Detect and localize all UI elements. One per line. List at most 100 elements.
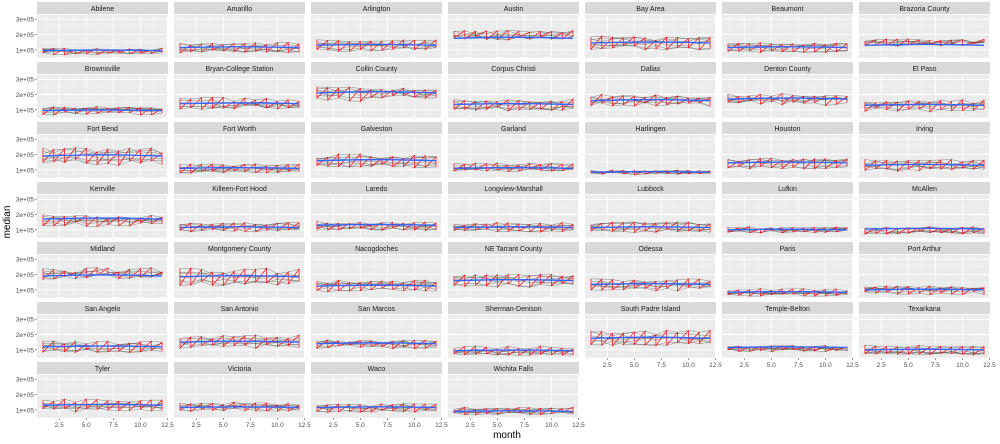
year-series-line [864,289,985,294]
month-path-line [316,86,437,103]
facet-strip [174,302,305,314]
facet-panel: Beaumont [722,2,853,58]
year-series-line [864,350,985,355]
y-tick-label: 2e+05 [16,152,35,159]
trend-line [42,49,163,52]
panel-background [311,15,442,58]
year-series-line [453,345,574,350]
y-tick-label: 2e+05 [16,332,35,339]
year-series-line [727,48,848,53]
year-series-line [42,340,163,346]
trend-line [453,36,574,40]
year-series-line [316,344,437,349]
trend-line [316,43,437,46]
year-series-line [864,160,985,165]
facet-strip [859,2,990,14]
year-series-line [316,408,437,413]
facet-strip [174,242,305,254]
year-series-line [316,220,437,226]
year-series-line [590,340,711,346]
year-series-line [42,218,163,223]
year-series-line [42,220,163,227]
year-series-line [453,162,574,167]
trend-line [590,282,711,286]
facet-strip [37,242,168,254]
year-series-line [42,159,163,166]
x-tick-label: 5.0 [904,362,913,369]
facet-strip [722,122,853,134]
trend-line [453,278,574,282]
trend-line [727,346,848,349]
year-series-line [590,229,711,233]
facet-panel: Arlington [311,2,442,58]
facet-title: Sherman-Denison [485,306,542,313]
facet-strip [585,182,716,194]
year-series-line [316,91,437,99]
facet-panel: Abilene 1e+05 2e+05 3e+05 [16,2,168,58]
year-series-line [864,291,985,296]
facet-panel: Kerrville 1e+05 2e+05 3e+05 [16,182,168,238]
year-series-line [316,343,437,349]
x-tick-label: 7.5 [246,422,255,429]
month-path-line [727,92,848,107]
facet-title: NE Tarrant County [485,246,543,253]
trend-line [179,406,300,409]
panel-background [174,375,305,418]
trend-line [453,410,574,413]
month-path-line [179,401,300,413]
x-tick-label: 5.0 [493,422,502,429]
facet-panel: Denton County [722,62,853,118]
facet-panel: Amarillo [174,2,305,58]
year-series-line [453,350,574,354]
year-series-line [453,106,574,111]
facet-title: Midland [90,246,115,253]
x-tick-label: 10.0 [134,422,147,429]
year-series-line [727,226,848,230]
facet-panel: Austin [448,2,579,58]
trend-line [42,403,163,406]
y-tick-label: 3e+05 [16,17,35,24]
facet-strip [311,302,442,314]
year-series-line [590,37,711,42]
trend-line [42,217,163,220]
year-series-line [727,347,848,352]
month-path-line [727,42,848,54]
month-path-line [316,153,437,169]
facet-title: Lufkin [778,186,797,193]
y-tick-label: 1e+05 [16,407,35,414]
facet-strip [448,2,579,14]
x-tick-label: 2.5 [877,362,886,369]
facet-title: Wichita Falls [494,366,534,373]
year-series-line [590,339,711,346]
trend-line [864,288,985,291]
x-tick-label: 7.5 [931,362,940,369]
trend-line [179,102,300,105]
year-series-line [316,286,437,291]
x-tick-label: 12.5 [709,362,722,369]
trend-line [590,226,711,229]
facet-strip [585,2,716,14]
facet-strip [585,302,716,314]
year-series-line [42,398,163,403]
trend-line [316,284,437,287]
x-tick-label: 12.5 [846,362,859,369]
facet-panel: Temple-Belton 2.5 5.0 7.5 10.0 12.5 [722,302,859,369]
facet-strip [448,62,579,74]
year-series-line [453,274,574,279]
year-series-line [42,157,163,164]
year-series-line [179,407,300,412]
year-series-line [864,351,985,355]
month-path-line [316,339,437,350]
month-path-line [727,157,848,170]
month-path-line [864,344,985,356]
year-series-line [179,267,300,275]
year-series-line [590,336,711,342]
year-series-line [590,94,711,99]
year-series-line [590,44,711,50]
trend-line [864,103,985,106]
facet-strip [585,242,716,254]
year-series-line [316,403,437,407]
year-series-line [453,407,574,411]
x-tick-label: 7.5 [520,422,529,429]
facet-title: Galveston [361,126,393,133]
